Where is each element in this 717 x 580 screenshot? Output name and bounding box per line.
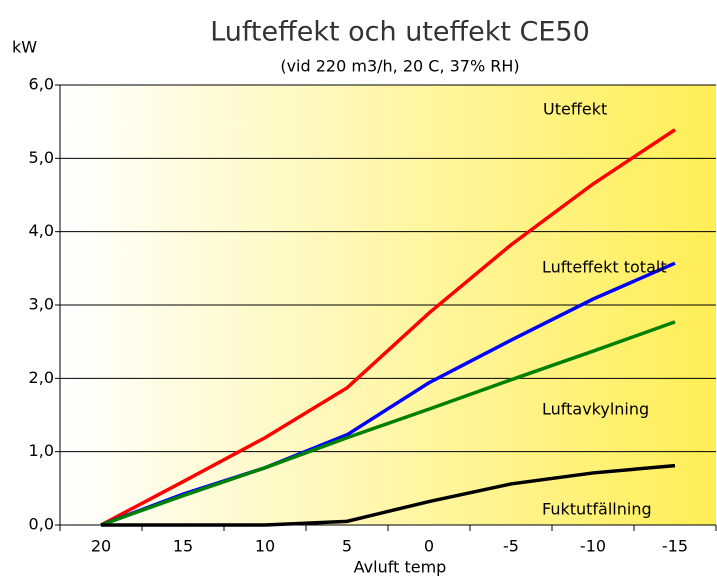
x-tick-label: 10 (255, 537, 275, 556)
series-label: Uteffekt (543, 100, 607, 119)
y-tick-label: 6,0 (29, 75, 54, 94)
series-line (100, 320, 676, 527)
y-tick-label: 3,0 (29, 295, 54, 314)
x-axis-label: Avluft temp (354, 558, 447, 577)
x-tick-label: 5 (342, 537, 352, 556)
y-tick-label: 5,0 (29, 148, 54, 167)
y-tick-label: 2,0 (29, 368, 54, 387)
x-tick-label: 0 (424, 537, 434, 556)
x-tick-label: 15 (173, 537, 193, 556)
series-label: Luftavkylning (542, 400, 649, 419)
chart-title: Lufteffekt och uteffekt CE50 (210, 17, 590, 48)
x-tick-label: 20 (91, 537, 111, 556)
x-tick-label: -15 (662, 537, 688, 556)
series-label: Lufteffekt totalt (542, 258, 667, 277)
y-tick-label: 4,0 (29, 221, 54, 240)
x-tick-label: -5 (503, 537, 519, 556)
y-axis-label: kW (12, 38, 37, 57)
chart-subtitle: (vid 220 m3/h, 20 C, 37% RH) (280, 57, 519, 76)
x-tick-label: -10 (580, 537, 606, 556)
y-tick-label: 1,0 (29, 441, 54, 460)
series-line (101, 463, 676, 527)
series-line (100, 128, 676, 527)
y-tick-label: 0,0 (29, 515, 54, 534)
series-label: Fuktutfällning (542, 500, 652, 519)
